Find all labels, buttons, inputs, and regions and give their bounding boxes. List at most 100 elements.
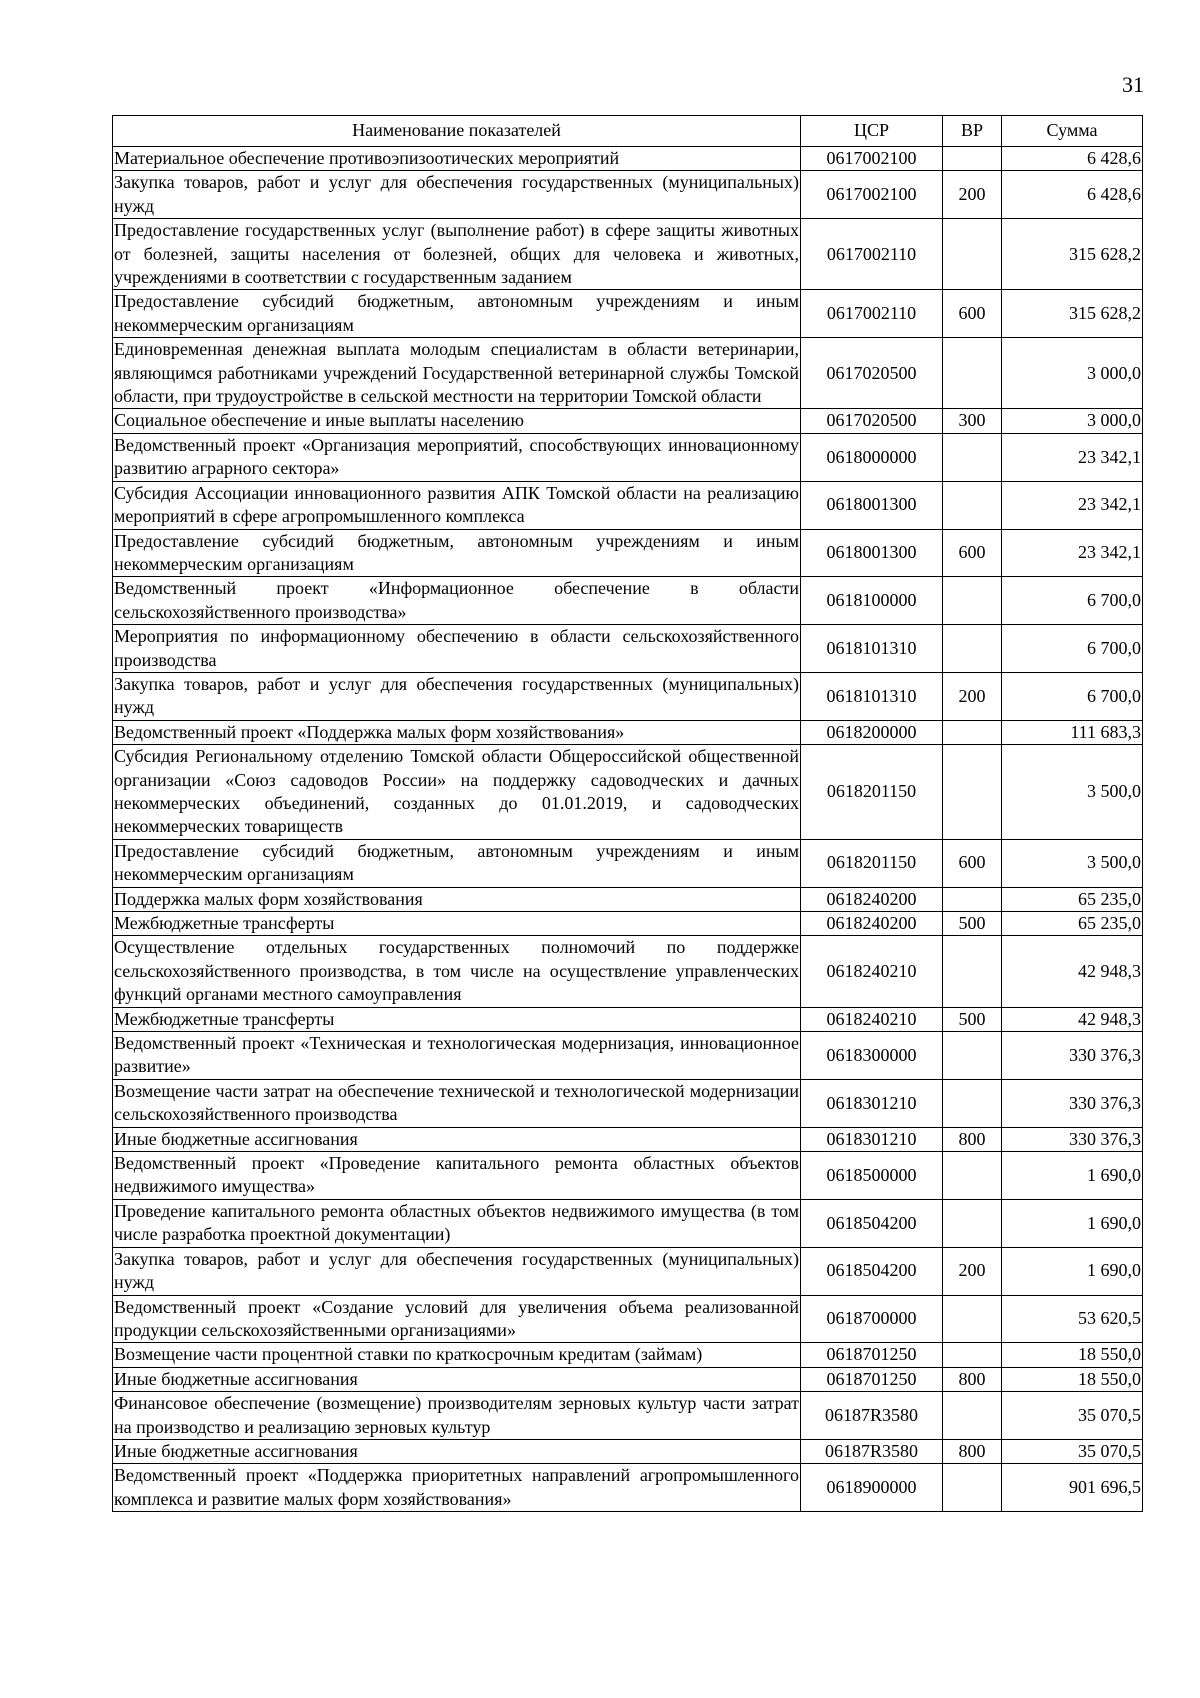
- name-cell: Финансовое обеспечение (возмещение) прои…: [112, 1391, 801, 1440]
- name-cell: Ведомственный проект «Техническая и техн…: [112, 1031, 801, 1080]
- sum-cell: 3 500,0: [1001, 744, 1143, 840]
- table-row: Ведомственный проект «Создание условий д…: [112, 1294, 1143, 1344]
- csr-cell: 06187R3580: [800, 1391, 943, 1440]
- page-number: 31: [1122, 72, 1144, 97]
- name-cell: Возмещение части процентной ставки по кр…: [112, 1342, 801, 1368]
- vr-cell: [942, 1342, 1002, 1368]
- sum-cell: 3 500,0: [1001, 838, 1143, 888]
- sum-cell: 111 683,3: [1001, 719, 1143, 746]
- table-row: Ведомственный проект «Техническая и техн…: [112, 1031, 1143, 1080]
- csr-cell: 0618500000: [800, 1151, 943, 1200]
- vr-cell: [942, 1294, 1002, 1344]
- budget-table: Наименование показателей ЦСР ВР Сумма Ма…: [112, 115, 1143, 1513]
- csr-cell: 0618240200: [800, 886, 943, 913]
- sum-cell: 6 428,6: [1001, 145, 1143, 172]
- sum-cell: 6 700,0: [1001, 671, 1143, 721]
- table-row: Иные бюджетные ассигнования 06187R3580 800…: [112, 1438, 1143, 1465]
- sum-cell: 315 628,2: [1001, 218, 1143, 291]
- vr-cell: [942, 1463, 1002, 1513]
- name-cell: Субсидия Ассоциации инновационного разви…: [112, 480, 801, 530]
- sum-cell: 65 235,0: [1001, 910, 1143, 937]
- sum-cell: 1 690,0: [1001, 1198, 1143, 1248]
- table-row: Возмещение части процентной ставки по кр…: [112, 1342, 1143, 1368]
- sum-cell: 3 000,0: [1001, 408, 1143, 434]
- sum-cell: 330 376,3: [1001, 1126, 1143, 1153]
- csr-cell: 0618701250: [800, 1366, 943, 1393]
- sum-cell: 42 948,3: [1001, 1006, 1143, 1033]
- vr-cell: 200: [942, 671, 1002, 721]
- table-row: Ведомственный проект «Поддержка приорите…: [112, 1463, 1143, 1513]
- vr-cell: 500: [942, 910, 1002, 937]
- table-header-row: Наименование показателей ЦСР ВР Сумма: [112, 115, 1143, 147]
- vr-cell: 200: [942, 1246, 1002, 1296]
- table-row: Возмещение части затрат на обеспечение т…: [112, 1078, 1143, 1128]
- csr-cell: 0618100000: [800, 576, 943, 626]
- name-cell: Закупка товаров, работ и услуг для обесп…: [112, 671, 801, 721]
- sum-cell: 3 000,0: [1001, 337, 1143, 410]
- sum-cell: 315 628,2: [1001, 289, 1143, 339]
- header-csr: ЦСР: [800, 115, 943, 147]
- sum-cell: 1 690,0: [1001, 1151, 1143, 1200]
- name-cell: Закупка товаров, работ и услуг для обесп…: [112, 1246, 801, 1296]
- table-row: Мероприятия по информационному обеспечен…: [112, 624, 1143, 673]
- table-row: Субсидия Ассоциации инновационного разви…: [112, 480, 1143, 530]
- sum-cell: 23 342,1: [1001, 432, 1143, 482]
- csr-cell: 0618240210: [800, 935, 943, 1008]
- name-cell: Ведомственный проект «Организация меропр…: [112, 432, 801, 482]
- table-row: Ведомственный проект «Информационное обе…: [112, 576, 1143, 626]
- table-row: Ведомственный проект «Проведение капитал…: [112, 1151, 1143, 1200]
- csr-cell: 06187R3580: [800, 1438, 943, 1465]
- table-row: Единовременная денежная выплата молодым …: [112, 337, 1143, 410]
- sum-cell: 330 376,3: [1001, 1078, 1143, 1128]
- csr-cell: 0618240210: [800, 1006, 943, 1033]
- csr-cell: 0618504200: [800, 1198, 943, 1248]
- name-cell: Ведомственный проект «Информационное обе…: [112, 576, 801, 626]
- vr-cell: [942, 1078, 1002, 1128]
- name-cell: Иные бюджетные ассигнования: [112, 1438, 801, 1465]
- csr-cell: 0618701250: [800, 1342, 943, 1368]
- vr-cell: 600: [942, 289, 1002, 339]
- table-row: Иные бюджетные ассигнования 0618301210 800…: [112, 1126, 1143, 1153]
- header-vr: ВР: [942, 115, 1002, 147]
- table-row: Иные бюджетные ассигнования 0618701250 800…: [112, 1366, 1143, 1393]
- vr-cell: 800: [942, 1438, 1002, 1465]
- csr-cell: 0617020500: [800, 337, 943, 410]
- csr-cell: 0617020500: [800, 408, 943, 434]
- name-cell: Материальное обеспечение противоэпизооти…: [112, 145, 801, 172]
- vr-cell: 800: [942, 1126, 1002, 1153]
- name-cell: Ведомственный проект «Создание условий д…: [112, 1294, 801, 1344]
- sum-cell: 6 700,0: [1001, 624, 1143, 673]
- csr-cell: 0618301210: [800, 1126, 943, 1153]
- table-row: Предоставление субсидий бюджетным, автон…: [112, 289, 1143, 339]
- csr-cell: 0618101310: [800, 671, 943, 721]
- sum-cell: 23 342,1: [1001, 480, 1143, 530]
- name-cell: Предоставление субсидий бюджетным, автон…: [112, 528, 801, 578]
- name-cell: Ведомственный проект «Проведение капитал…: [112, 1151, 801, 1200]
- table-row: Материальное обеспечение противоэпизооти…: [112, 145, 1143, 172]
- sum-cell: 18 550,0: [1001, 1366, 1143, 1393]
- vr-cell: [942, 432, 1002, 482]
- name-cell: Предоставление субсидий бюджетным, автон…: [112, 289, 801, 339]
- vr-cell: 200: [942, 170, 1002, 220]
- table-row: Закупка товаров, работ и услуг для обесп…: [112, 671, 1143, 721]
- vr-cell: [942, 1391, 1002, 1440]
- vr-cell: [942, 1031, 1002, 1080]
- table-row: Проведение капитального ремонта областны…: [112, 1198, 1143, 1248]
- vr-cell: [942, 337, 1002, 410]
- name-cell: Возмещение части затрат на обеспечение т…: [112, 1078, 801, 1128]
- name-cell: Межбюджетные трансферты: [112, 1006, 801, 1033]
- csr-cell: 0618001300: [800, 528, 943, 578]
- vr-cell: 600: [942, 528, 1002, 578]
- sum-cell: 53 620,5: [1001, 1294, 1143, 1344]
- table-row: Ведомственный проект «Организация меропр…: [112, 432, 1143, 482]
- vr-cell: [942, 480, 1002, 530]
- table-row: Поддержка малых форм хозяйствования 06182…: [112, 886, 1143, 913]
- name-cell: Межбюджетные трансферты: [112, 910, 801, 937]
- vr-cell: [942, 576, 1002, 626]
- name-cell: Предоставление субсидий бюджетным, автон…: [112, 838, 801, 888]
- name-cell: Поддержка малых форм хозяйствования: [112, 886, 801, 913]
- table-row: Финансовое обеспечение (возмещение) прои…: [112, 1391, 1143, 1440]
- csr-cell: 0618240200: [800, 910, 943, 937]
- sum-cell: 18 550,0: [1001, 1342, 1143, 1368]
- csr-cell: 0618200000: [800, 719, 943, 746]
